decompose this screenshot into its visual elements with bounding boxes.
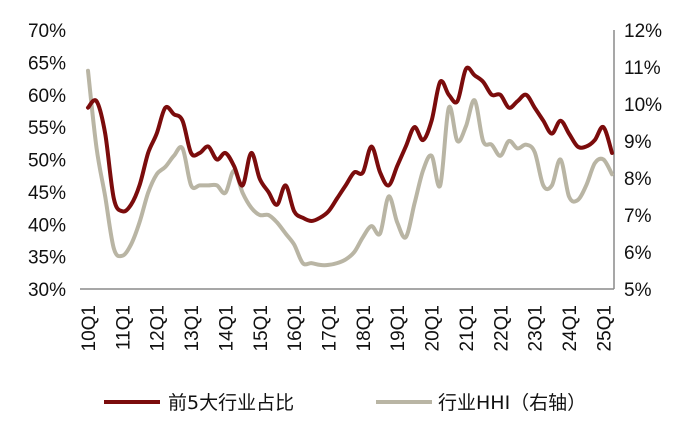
x-tick-label: 20Q1 (423, 305, 444, 351)
x-tick-label: 18Q1 (354, 305, 375, 351)
series-line-hhi (86, 68, 614, 268)
x-tick-label: 11Q1 (113, 305, 134, 350)
y-left-tick-label: 40% (28, 215, 66, 236)
x-tick-label: 16Q1 (285, 305, 306, 351)
x-tick-label: 19Q1 (388, 305, 409, 351)
x-tick-label: 17Q1 (320, 305, 341, 351)
legend: 前5大行业占比 行业HHI（右轴） (104, 392, 586, 414)
x-tick-label: 21Q1 (457, 305, 478, 351)
x-tick-label: 22Q1 (491, 305, 512, 351)
x-tick-label: 12Q1 (148, 305, 169, 351)
y-right-tick-label: 9% (624, 132, 652, 153)
x-tick-label: 14Q1 (216, 305, 237, 351)
y-left-tick-label: 70% (28, 21, 66, 42)
x-tick-label: 13Q1 (182, 305, 203, 351)
axes (80, 30, 615, 290)
x-tick-label: 24Q1 (560, 305, 581, 351)
y-left-tick-label: 30% (28, 280, 66, 301)
y-right-tick-label: 6% (624, 243, 652, 264)
y-left-tick-label: 60% (28, 86, 66, 107)
y-right-tick-label: 5% (624, 280, 652, 301)
y-right-tick-label: 7% (624, 206, 652, 227)
x-tick-label: 25Q1 (594, 305, 615, 351)
y-left-tick-label: 50% (28, 151, 66, 172)
legend-label-0: 前5大行业占比 (168, 392, 294, 414)
y-right-tick-labels: 5% 6% 7% 8% 9% 10% 11% 12% (624, 21, 662, 301)
x-tick-label: 10Q1 (79, 305, 100, 351)
y-right-tick-label: 8% (624, 169, 652, 190)
y-left-tick-label: 55% (28, 118, 66, 139)
legend-label-1: 行业HHI（右轴） (438, 392, 586, 414)
y-left-tick-label: 65% (28, 53, 66, 74)
y-left-tick-label: 45% (28, 183, 66, 204)
series-layer (86, 65, 614, 268)
y-left-tick-labels: 30% 35% 40% 45% 50% 55% 60% 65% 70% (28, 21, 66, 301)
x-tick-label: 23Q1 (526, 305, 547, 351)
x-tick-label: 15Q1 (251, 305, 272, 351)
y-right-tick-label: 10% (624, 95, 662, 116)
y-right-tick-label: 12% (624, 21, 662, 42)
y-left-tick-label: 35% (28, 248, 66, 269)
y-right-tick-label: 11% (624, 58, 661, 79)
x-tick-labels: 10Q1 11Q1 12Q1 13Q1 14Q1 15Q1 16Q1 17Q1 18Q1 19Q1… (79, 305, 615, 351)
series-line-top5 (86, 65, 614, 223)
